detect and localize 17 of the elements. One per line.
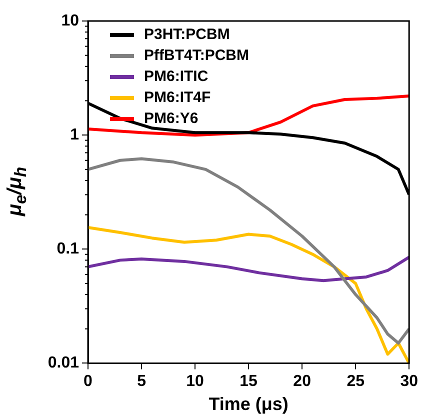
legend-label: PM6:ITIC bbox=[143, 67, 210, 87]
legend-label: PM6:IT4F bbox=[143, 88, 212, 108]
y-tick-label: 0.01 bbox=[48, 354, 80, 372]
legend-label: PffBT4T:PCBM bbox=[143, 46, 249, 66]
y-tick-label: 1 bbox=[70, 126, 80, 144]
x-tick-label: 15 bbox=[240, 373, 258, 390]
y-tick-label: 0.1 bbox=[56, 240, 80, 258]
legend-label: PM6:Y6 bbox=[143, 109, 200, 129]
x-tick-label: 10 bbox=[186, 373, 204, 390]
legend-label: P3HT:PCBM bbox=[143, 25, 231, 45]
x-tick-label: 25 bbox=[346, 373, 365, 390]
x-tick-label: 20 bbox=[293, 373, 312, 390]
x-tick-label: 5 bbox=[137, 373, 146, 390]
y-tick-label: 10 bbox=[61, 12, 80, 30]
x-tick-label: 0 bbox=[84, 373, 93, 390]
x-tick-label: 30 bbox=[400, 373, 418, 390]
x-axis-title: Time (μs) bbox=[208, 394, 288, 414]
